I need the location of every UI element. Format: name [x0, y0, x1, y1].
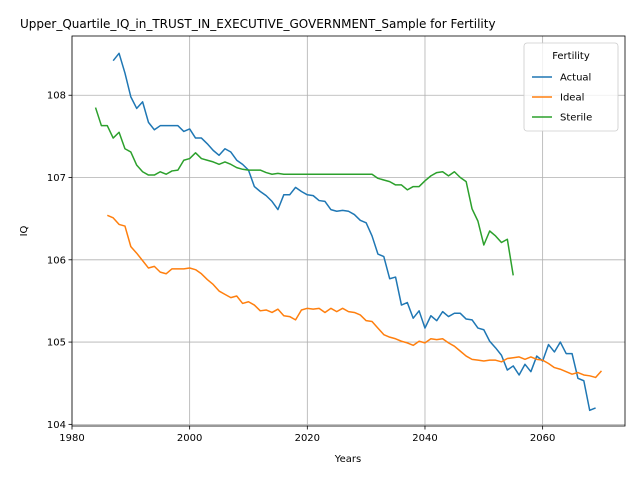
legend-box	[523, 42, 619, 132]
x-tick-label: 1980	[59, 433, 84, 444]
legend: Fertility Actual Ideal Sterile	[523, 42, 619, 132]
x-axis-label: Years	[334, 454, 361, 465]
series-layer	[94, 52, 603, 412]
y-axis-label: IQ	[19, 225, 30, 236]
ticks: 1980 2000 2020 2040 2060 104 105 106 107 108	[47, 91, 555, 444]
series-line-actual	[112, 52, 596, 412]
x-tick-label: 2040	[412, 433, 437, 444]
y-tick-label: 108	[47, 91, 66, 102]
chart-title: Upper_Quartile_IQ_in_TRUST_IN_EXECUTIVE_…	[20, 17, 496, 31]
series-line-sterile	[94, 107, 514, 276]
y-tick-label: 107	[47, 173, 66, 184]
legend-label-ideal: Ideal	[560, 93, 584, 104]
legend-title: Fertility	[552, 51, 590, 62]
y-tick-label: 105	[47, 338, 66, 349]
y-tick-label: 106	[47, 255, 66, 266]
legend-label-actual: Actual	[560, 73, 591, 84]
y-tick-label: 104	[47, 420, 66, 431]
series-line-ideal	[107, 214, 603, 379]
legend-label-sterile: Sterile	[560, 113, 592, 124]
x-tick-label: 2020	[295, 433, 320, 444]
x-tick-label: 2060	[530, 433, 555, 444]
plot-frame	[71, 35, 626, 427]
x-tick-label: 2000	[177, 433, 202, 444]
